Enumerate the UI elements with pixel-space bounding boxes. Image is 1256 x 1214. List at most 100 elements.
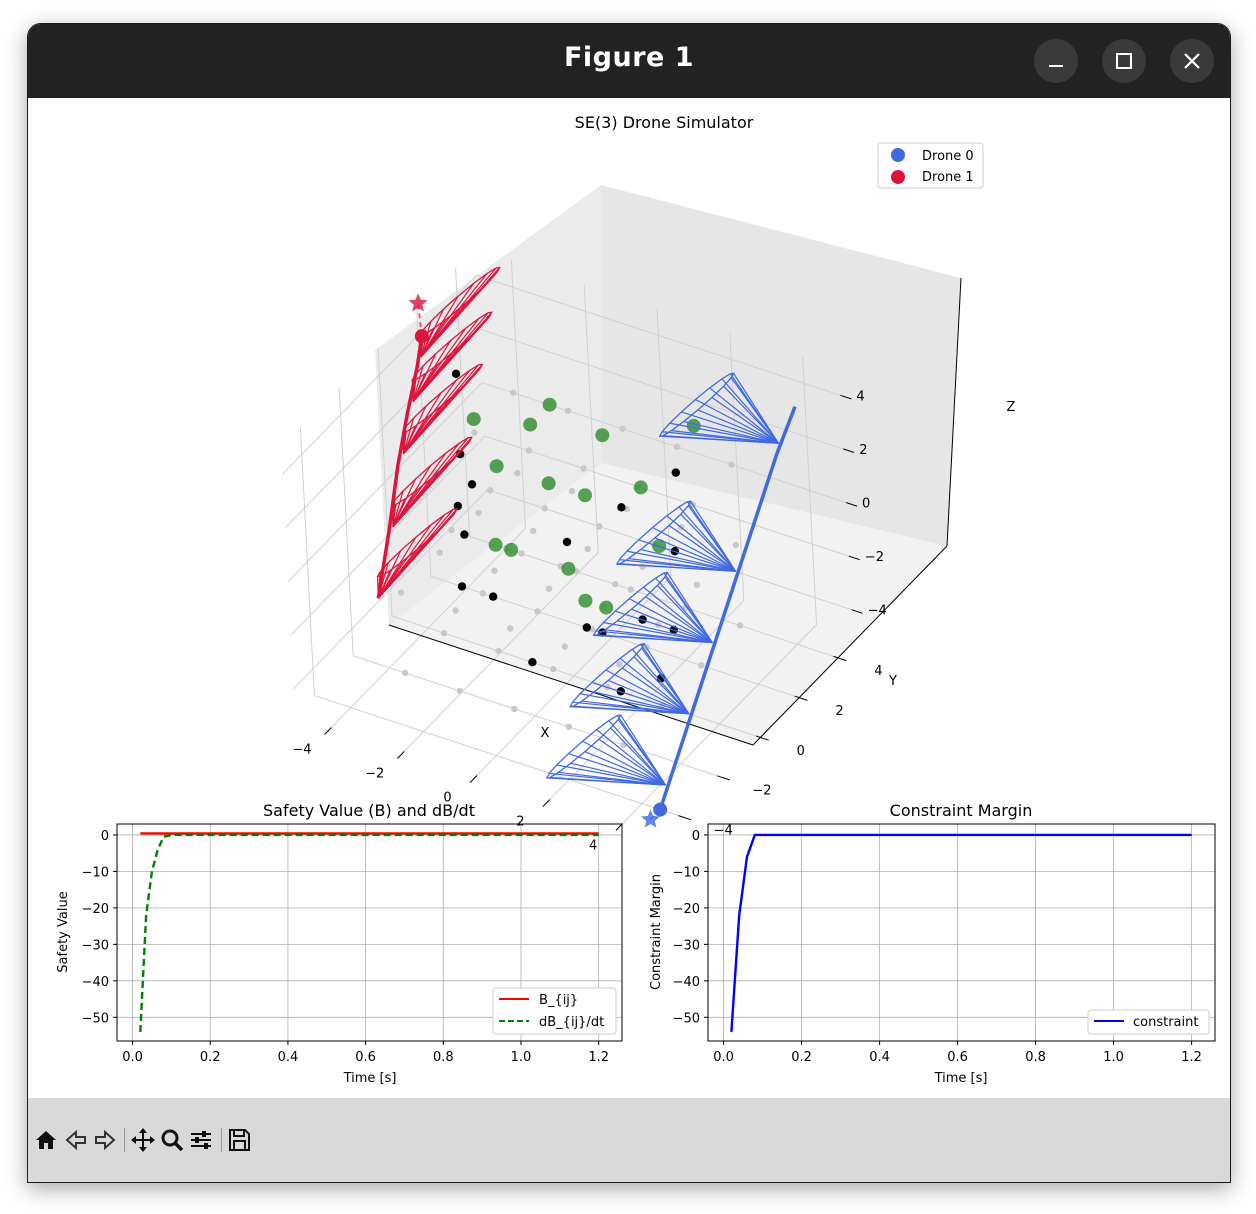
drone1-cone-edge — [412, 365, 424, 402]
safety-title: Safety Value (B) and dB/dt — [263, 801, 475, 820]
obstacle-sphere — [542, 397, 557, 412]
drone0-cone-edge — [608, 720, 667, 786]
constraint-legend: constraint — [1087, 1009, 1210, 1035]
close-button[interactable] — [1170, 39, 1214, 83]
zoom-icon[interactable] — [159, 1126, 185, 1154]
y-tick-label: −20 — [82, 902, 109, 917]
constraint-lines — [730, 833, 1192, 1032]
background-point — [693, 581, 701, 589]
drone1-cone-edge — [402, 425, 416, 455]
background-point — [619, 425, 626, 432]
drone0-cone-edge — [729, 373, 780, 444]
drone1-cone-edge — [412, 373, 426, 402]
series-line-1 — [139, 833, 599, 1032]
maximize-button[interactable] — [1102, 39, 1146, 83]
home-icon[interactable] — [33, 1126, 59, 1154]
figure-canvas[interactable]: SE(3) Drone Simulator −4 −4 −4 −2 −2 −2 0 0 0 2 2 2… — [28, 98, 1230, 1098]
drone1-cone-edge — [392, 498, 406, 527]
drone0-cone-edge — [558, 771, 666, 786]
drone1-cone-edge — [420, 319, 447, 358]
drone1-cone-edge — [420, 328, 434, 358]
drone0-cone-edge — [640, 548, 736, 572]
drone1-cone-edge — [412, 337, 469, 403]
x-tick-label: 2 — [516, 814, 524, 829]
drone0-cone-edge — [626, 550, 736, 572]
drone0-goal-star — [640, 809, 661, 828]
y-tick-label: 0 — [692, 829, 700, 844]
z-tick-label: 0 — [862, 497, 870, 512]
x-tick-label: −4 — [292, 742, 311, 757]
drone1-cone-edge — [377, 560, 404, 599]
drone0-cone-edge — [580, 693, 690, 715]
save-icon[interactable] — [226, 1126, 252, 1154]
ticks-3d: −4 −4 −4 −2 −2 −2 0 0 0 2 2 2 4 4 4 — [292, 389, 886, 853]
legend-label-drone0: Drone 0 — [922, 149, 974, 164]
drone0-cone-edge — [721, 378, 779, 444]
legend-marker-drone1 — [891, 170, 905, 184]
configure-subplots-icon[interactable] — [188, 1126, 214, 1154]
z-tick — [840, 394, 852, 400]
minimize-button[interactable] — [1034, 39, 1078, 83]
drone0-cone-rim — [592, 571, 669, 637]
forward-arrow-icon[interactable] — [92, 1126, 118, 1154]
x-tick-label: 0.6 — [947, 1050, 968, 1065]
background-point — [584, 545, 591, 553]
background-point — [511, 705, 518, 713]
title-3d: SE(3) Drone Simulator — [575, 113, 754, 132]
obstacle-sphere — [578, 488, 592, 503]
back-gridline — [481, 382, 847, 503]
drone0-cone-edge — [598, 738, 666, 786]
obstacle-node — [528, 658, 537, 667]
side-gridline — [287, 382, 483, 582]
drone0-cone-edge — [615, 610, 713, 644]
pan-icon[interactable] — [130, 1126, 156, 1154]
obstacle-node — [617, 503, 626, 512]
background-point — [402, 669, 409, 677]
constraint-grid — [708, 824, 1215, 1041]
background-point — [448, 526, 455, 534]
drone1-goal-star — [408, 293, 428, 312]
drone1-cone-edge — [392, 504, 397, 527]
y-tick-label: −2 — [752, 784, 771, 799]
background-point — [530, 527, 537, 535]
constraint-legend-label: constraint — [1133, 1015, 1198, 1030]
figure-window: Figure 1 SE(3) Drone Simulator — [27, 23, 1231, 1183]
drone0-cone-rim — [569, 643, 646, 708]
drone0-trajectory — [658, 406, 797, 811]
obstacle-node — [582, 623, 591, 632]
background-point — [568, 487, 576, 495]
z-tick — [848, 555, 860, 561]
x-tick-label: 0 — [443, 790, 451, 805]
drone0-cone-edge — [582, 740, 666, 786]
drone1-cone-rim — [411, 311, 493, 381]
drone0-cone-edge — [655, 577, 713, 643]
background-point — [627, 586, 634, 593]
background-point — [475, 509, 482, 517]
floor-gridline — [391, 615, 757, 737]
y-tick-label: 0 — [101, 829, 109, 844]
back-arrow-icon[interactable] — [63, 1126, 89, 1154]
back-wall-pane — [601, 185, 961, 546]
obstacle-node — [562, 537, 572, 547]
background-point — [620, 741, 627, 749]
drone0-cone-edge — [638, 539, 736, 572]
legend-label-drone1: Drone 1 — [922, 170, 974, 185]
drone0-cone-edge — [645, 596, 713, 644]
safety-legend-label-b: B_{ij} — [539, 993, 578, 1008]
safety-xlabel: Time [s] — [343, 1071, 397, 1086]
y-tick-label: −50 — [82, 1011, 109, 1026]
background-point — [436, 549, 443, 556]
x-tick — [397, 751, 405, 759]
drone0-cone-edge — [631, 648, 690, 715]
background-point — [580, 465, 587, 472]
background-point — [673, 443, 681, 450]
background-point — [471, 429, 478, 436]
navigation-toolbar — [28, 1098, 1230, 1182]
title-bar: Figure 1 — [28, 24, 1230, 98]
back-gridline — [479, 328, 844, 450]
obstacle-sphere — [489, 459, 504, 474]
y-tick — [833, 655, 847, 662]
z-tick-label: 4 — [856, 389, 864, 404]
drone0-cone-edge — [608, 679, 690, 715]
x-axis-line — [388, 624, 754, 746]
